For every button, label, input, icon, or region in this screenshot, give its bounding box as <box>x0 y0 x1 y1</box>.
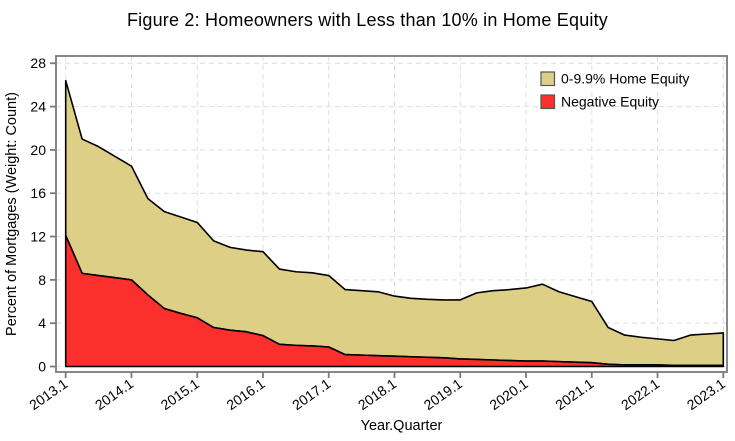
legend-label: Negative Equity <box>561 94 659 110</box>
y-tick-label: 4 <box>38 315 46 331</box>
y-tick-label: 12 <box>30 228 46 244</box>
x-tick-label: 2019.1 <box>421 375 465 413</box>
x-tick-label: 2021.1 <box>552 375 596 413</box>
x-tick-label: 2023.1 <box>684 375 728 413</box>
plot-frame <box>55 55 728 373</box>
legend-swatch <box>540 71 556 87</box>
x-axis-title: Year.Quarter <box>361 418 443 434</box>
stacked-areas <box>64 79 725 368</box>
x-tick-label: 2015.1 <box>158 375 202 413</box>
legend-label: 0-9.9% Home Equity <box>561 71 689 87</box>
y-tick-label: 28 <box>30 55 46 71</box>
x-axis: 2013.1 2014.1 2015.1 2016.1 2017.1 2018.1 2019… <box>26 372 728 413</box>
x-tick-label: 2017.1 <box>289 375 333 413</box>
y-axis: 0 4 8 12 16 20 24 28 <box>30 55 56 374</box>
legend-swatch <box>540 94 556 110</box>
x-tick-label: 2013.1 <box>26 375 70 413</box>
area-negative-equity <box>64 234 725 368</box>
y-tick-label: 16 <box>30 185 46 201</box>
y-tick-label: 0 <box>38 358 46 374</box>
y-tick-label: 24 <box>30 98 46 114</box>
x-tick-label: 2020.1 <box>486 375 530 413</box>
x-tick-label: 2022.1 <box>618 375 662 413</box>
y-tick-label: 8 <box>38 272 46 288</box>
x-tick-label: 2014.1 <box>92 375 136 413</box>
y-tick-label: 20 <box>30 142 46 158</box>
y-axis-title: Percent of Mortgages (Weight: Count) <box>4 92 20 336</box>
chart-title: Figure 2: Homeowners with Less than 10% … <box>126 10 609 30</box>
x-tick-label: 2016.1 <box>223 375 267 413</box>
legend: 0-9.9% Home Equity Negative Equity <box>540 71 689 110</box>
x-tick-label: 2018.1 <box>355 375 399 413</box>
